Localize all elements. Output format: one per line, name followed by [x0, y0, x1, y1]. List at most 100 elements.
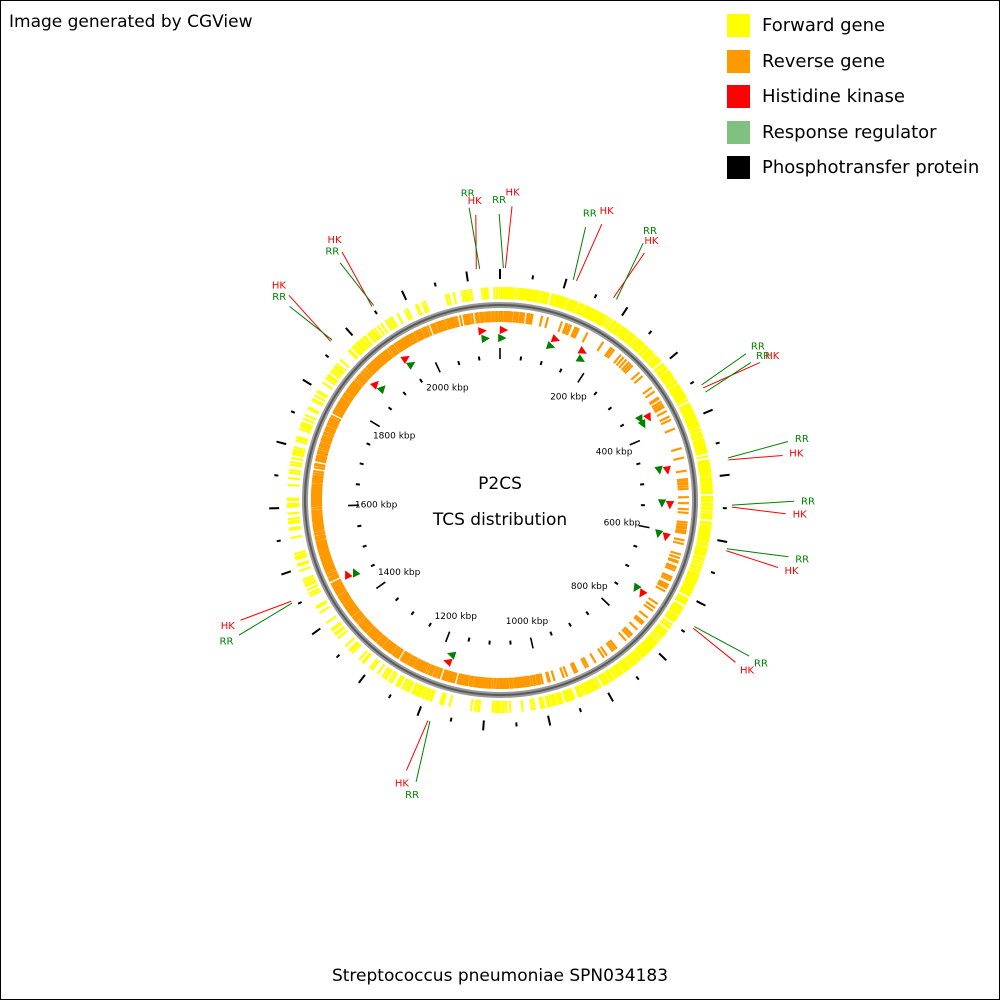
forward-gene: [476, 699, 480, 712]
forward-gene: [628, 336, 639, 348]
reverse-gene: [321, 434, 334, 441]
forward-gene: [539, 291, 545, 304]
legend-label: Histidine kinase: [762, 86, 905, 108]
forward-gene: [670, 604, 683, 613]
reverse-gene: [416, 329, 424, 341]
forward-gene: [697, 533, 711, 538]
reverse-gene: [596, 341, 605, 352]
reverse-gene: [512, 311, 516, 323]
forward-gene: [668, 384, 681, 393]
reverse-gene: [325, 425, 337, 432]
reverse-gene: [378, 353, 388, 364]
forward-gene: [643, 350, 654, 361]
forward-gene: [686, 420, 699, 428]
forward-gene: [654, 626, 666, 636]
hk-label: HK: [221, 621, 236, 632]
forward-gene: [686, 419, 699, 427]
reverse-gene: [370, 629, 380, 640]
reverse-gene: [316, 543, 328, 548]
reverse-gene: [463, 674, 468, 686]
forward-gene: [671, 389, 684, 398]
hk-arrow: [478, 327, 487, 336]
forward-gene: [339, 358, 350, 369]
forward-gene: [484, 287, 488, 300]
forward-gene: [695, 450, 708, 456]
forward-gene: [653, 628, 664, 638]
forward-gene: [693, 441, 706, 448]
reverse-gene: [324, 565, 336, 573]
forward-gene: [664, 614, 676, 623]
reverse-gene: [534, 674, 540, 686]
forward-gene: [694, 445, 707, 451]
ruler-tick: [444, 631, 451, 643]
reverse-gene: [321, 558, 333, 565]
reverse-gene: [321, 436, 333, 443]
forward-gene: [367, 331, 378, 343]
forward-gene: [631, 650, 641, 662]
forward-gene: [315, 600, 327, 609]
ruler-tick: [357, 524, 362, 528]
forward-gene: [692, 439, 705, 445]
reverse-gene: [312, 478, 324, 482]
reverse-gene: [344, 601, 355, 610]
forward-gene-track: [286, 286, 714, 714]
forward-gene: [287, 511, 300, 515]
forward-gene: [699, 472, 712, 477]
reverse-gene: [420, 327, 428, 339]
callout-line: [726, 550, 779, 568]
hk-label: HK: [740, 665, 755, 676]
forward-gene: [653, 362, 665, 372]
ruler-tick: [636, 462, 641, 466]
reverse-gene: [442, 669, 448, 681]
forward-gene: [678, 589, 691, 597]
forward-gene: [289, 463, 302, 468]
forward-gene: [302, 574, 315, 582]
reverse-gene: [336, 403, 347, 412]
forward-gene: [638, 644, 648, 655]
ruler-label: 1600 kbp: [355, 501, 398, 511]
ruler-label: 400 kbp: [596, 448, 633, 458]
ruler-tick: [519, 356, 523, 361]
forward-gene: [649, 357, 660, 367]
reverse-gene: [473, 676, 477, 688]
reverse-gene: [624, 364, 634, 374]
forward-gene: [635, 647, 645, 658]
forward-gene: [689, 428, 702, 435]
forward-gene: [669, 385, 681, 394]
ruler-tick: [369, 420, 381, 428]
forward-gene: [558, 691, 564, 704]
reverse-gene: [550, 670, 556, 682]
reverse-gene: [441, 319, 447, 331]
forward-gene: [527, 288, 532, 302]
reverse-gene: [311, 514, 323, 519]
forward-gene: [698, 467, 711, 472]
rr-arrow: [498, 333, 507, 343]
reverse-gene: [452, 672, 458, 684]
forward-gene: [604, 318, 613, 330]
reverse-gene: [357, 374, 367, 384]
forward-gene: [690, 432, 703, 439]
forward-gene: [700, 479, 713, 483]
reverse-gene: [454, 316, 459, 328]
forward-gene: [353, 343, 364, 355]
reverse-gene: [319, 441, 331, 447]
outer-tick: [302, 378, 312, 386]
reverse-gene: [442, 319, 448, 331]
forward-gene: [697, 534, 710, 539]
reverse-gene: [571, 661, 579, 673]
forward-gene: [663, 375, 675, 385]
reverse-gene: [414, 658, 422, 670]
reverse-gene: [318, 550, 331, 557]
forward-gene: [687, 570, 700, 577]
forward-gene: [596, 313, 605, 325]
reverse-gene: [400, 651, 409, 662]
reverse-gene: [330, 414, 342, 422]
kbp-ruler: 200 kbp 400 kbp 600 kbp 800 kbp 1000 kbp 1200…: [348, 348, 650, 649]
forward-gene: [542, 291, 548, 305]
map-title-line2: TCS distribution: [432, 510, 567, 530]
forward-gene: [331, 622, 343, 632]
forward-gene: [386, 318, 396, 330]
forward-gene: [634, 341, 645, 353]
reverse-gene: [396, 340, 405, 352]
forward-gene: [634, 648, 644, 659]
